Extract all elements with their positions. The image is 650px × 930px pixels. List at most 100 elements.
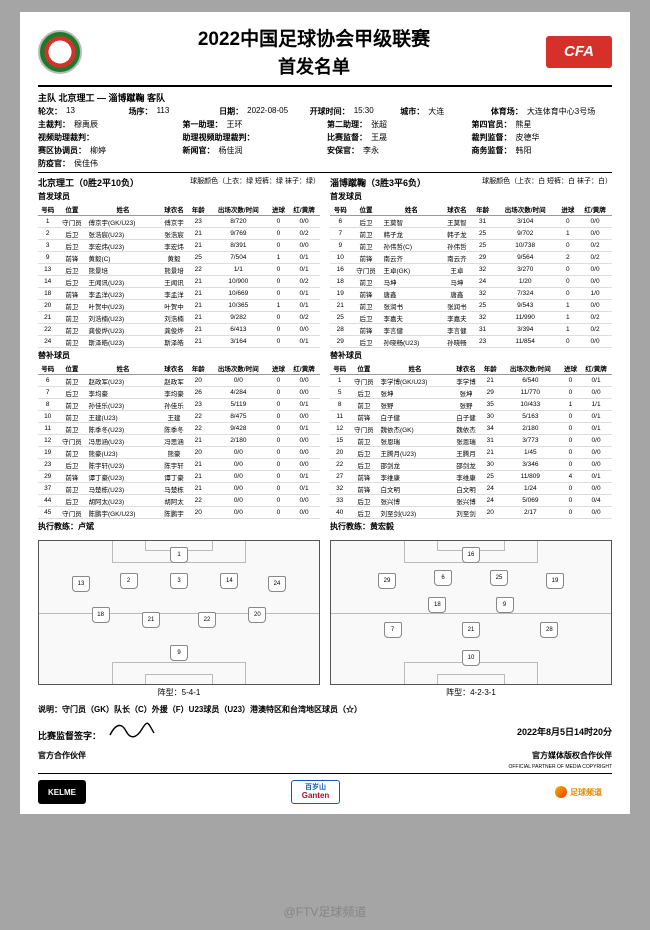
- cell: 0/0: [578, 336, 612, 348]
- cell: 21: [38, 312, 57, 324]
- cell: 9/282: [208, 312, 269, 324]
- partner-right: 官方媒体版权合作伙伴: [532, 751, 612, 760]
- starters-label: 首发球员: [330, 191, 612, 202]
- cell: 0/2: [578, 240, 612, 252]
- away-coach-lbl: 执行教练：: [330, 522, 370, 531]
- cell: 6/540: [500, 375, 561, 387]
- cell: 0/1: [580, 471, 612, 483]
- jersey-icon: 29: [378, 573, 396, 589]
- cell: 孙伟哲: [441, 240, 472, 252]
- home-starters-table: 号码位置姓名球衣名年龄出场次数/时间进球红/黄牌 1守门员傅京宇(GK/U23)…: [38, 203, 320, 348]
- jersey-icon: 28: [540, 622, 558, 638]
- cell: 28: [330, 324, 351, 336]
- ar1-lbl: 第一助理：: [183, 119, 223, 130]
- cell: 2: [38, 228, 57, 240]
- cell: 1: [558, 228, 579, 240]
- covid-lbl: 防疫官：: [38, 158, 70, 169]
- cell: 守门员: [349, 375, 378, 387]
- media-lbl: 新闻官：: [183, 145, 215, 156]
- cell: 9/702: [493, 228, 558, 240]
- cell: 前卫: [57, 399, 86, 411]
- cell: 3/104: [493, 216, 558, 228]
- sig-lbl: 比赛监督签字：: [38, 731, 101, 741]
- col-header: 球衣名: [159, 362, 188, 375]
- cell: 32: [472, 312, 493, 324]
- table-row: 24前卫斯泽皓(U23)斯泽皓213/16400/1: [38, 336, 320, 348]
- cell: 0: [269, 423, 288, 435]
- cell: 熊景培: [86, 264, 159, 276]
- cell: 2/17: [500, 507, 561, 519]
- cell: 26: [189, 387, 208, 399]
- table-row: 20前卫叶贺中(U23)叶贺中2110/36510/1: [38, 300, 320, 312]
- media: 杨佳润: [219, 145, 243, 156]
- cell: 0: [561, 507, 580, 519]
- comm: 韩阳: [516, 145, 532, 156]
- cell: 李言健: [441, 324, 472, 336]
- cell: 0: [561, 495, 580, 507]
- cell: 0/0: [578, 300, 612, 312]
- cell: 1/1: [580, 399, 612, 411]
- cell: 刘至剑: [451, 507, 480, 519]
- cell: 0: [269, 216, 288, 228]
- away-pitch: 1629625191897212810: [330, 540, 612, 685]
- cell: 李嘉夫: [382, 312, 442, 324]
- cell: 0: [558, 264, 579, 276]
- cell: 0/0: [208, 459, 269, 471]
- cell: 韩子龙: [382, 228, 442, 240]
- table-row: 11前锋白子健白子健305/16300/1: [330, 411, 612, 423]
- cell: 18: [38, 288, 57, 300]
- cell: 胡阿太(U23): [86, 495, 159, 507]
- cell: 0/0: [288, 411, 320, 423]
- col-header: 进球: [269, 362, 288, 375]
- jersey-icon: 25: [490, 570, 508, 586]
- cell: 张浩宸: [159, 228, 188, 240]
- cell: 21: [189, 312, 208, 324]
- cell: 前锋: [349, 471, 378, 483]
- cell: 刘至剑(U23): [378, 507, 451, 519]
- cell: 张坤: [451, 387, 480, 399]
- cell: 胡阿太: [159, 495, 188, 507]
- cell: 刘浩楠(U23): [86, 312, 159, 324]
- cell: 斯泽皓: [159, 336, 188, 348]
- cell: 王莫智: [382, 216, 442, 228]
- cell: 7: [330, 228, 351, 240]
- col-header: 红/黄牌: [288, 203, 320, 216]
- cell: 前锋: [351, 252, 382, 264]
- cell: 10/433: [500, 399, 561, 411]
- cell: 0: [561, 423, 580, 435]
- cell: 后卫: [57, 387, 86, 399]
- cell: 0/1: [288, 483, 320, 495]
- cell: 0: [269, 288, 288, 300]
- cell: 32: [472, 288, 493, 300]
- cell: 邵剑龙: [378, 459, 451, 471]
- cell: 0/1: [288, 288, 320, 300]
- cell: 0/0: [288, 216, 320, 228]
- cell: 21: [189, 300, 208, 312]
- cfa-badge-icon: CFA: [546, 36, 612, 68]
- cell: 9/564: [493, 252, 558, 264]
- table-row: 22前卫龚俊烨(U23)龚俊烨216/41300/0: [38, 324, 320, 336]
- cell: 守门员: [349, 423, 378, 435]
- cell: 陈季冬: [159, 423, 188, 435]
- cell: 1/24: [500, 483, 561, 495]
- jersey-icon: 16: [462, 547, 480, 563]
- cell: 0: [269, 240, 288, 252]
- away-column: 淄博蹴鞠（3胜3平6负） 球服颜色（上衣：白 短裤：白 袜子：白） 首发球员 号…: [330, 176, 612, 532]
- cell: 3/773: [500, 435, 561, 447]
- cell: 5: [330, 387, 349, 399]
- cell: 32: [472, 264, 493, 276]
- table-row: 1守门员傅京宇(GK/U23)傅京宇238/72000/0: [38, 216, 320, 228]
- cell: 0: [269, 495, 288, 507]
- cell: 0/0: [578, 228, 612, 240]
- venue: 大连体育中心3号场: [527, 106, 595, 117]
- cell: 29: [481, 387, 500, 399]
- round-lbl: 轮次：: [38, 106, 62, 117]
- col-header: 年龄: [472, 203, 493, 216]
- cell: 谭丁豪: [159, 471, 188, 483]
- cell: 5/163: [500, 411, 561, 423]
- cell: 张野: [451, 399, 480, 411]
- cell: 0/0: [580, 387, 612, 399]
- jersey-icon: 10: [462, 650, 480, 666]
- cell: 白子健: [451, 411, 480, 423]
- title-sub: 首发名单: [198, 53, 430, 79]
